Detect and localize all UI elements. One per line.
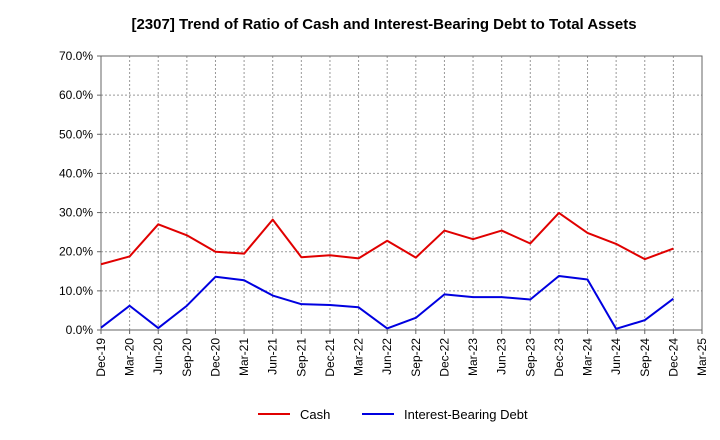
x-tick-label: Mar-22 (352, 338, 366, 376)
series-line-cash (100, 211, 674, 266)
x-tick-label: Jun-20 (151, 338, 165, 375)
y-tick-label: 10.0% (59, 284, 93, 298)
y-tick-label: 0.0% (66, 323, 94, 337)
series-lines (100, 211, 674, 330)
x-tick-label: Dec-23 (552, 338, 566, 377)
x-tick-label: Sep-20 (180, 338, 194, 377)
x-tick-label: Sep-23 (523, 338, 537, 377)
y-tick-label: 70.0% (59, 49, 93, 63)
x-tick-label: Mar-23 (466, 338, 480, 376)
legend-label-interest-bearing-debt: Interest-Bearing Debt (404, 407, 528, 422)
x-tick-label: Dec-19 (94, 338, 108, 377)
x-tick-label: Sep-21 (294, 338, 308, 377)
y-tick-label: 50.0% (59, 127, 93, 141)
x-tick-label: Sep-24 (638, 338, 652, 377)
x-tick-label: Mar-24 (581, 338, 595, 376)
series-line-interest-bearing-debt (100, 274, 674, 330)
y-tick-label: 30.0% (59, 206, 93, 220)
x-tick-label: Dec-20 (208, 338, 222, 377)
x-tick-label: Jun-22 (380, 338, 394, 375)
legend-label-cash: Cash (300, 407, 330, 422)
x-tick-label: Dec-22 (437, 338, 451, 377)
chart-title: [2307] Trend of Ratio of Cash and Intere… (131, 16, 636, 33)
x-tick-label: Mar-20 (123, 338, 137, 376)
grid-lines (101, 56, 702, 330)
y-tick-label: 40.0% (59, 166, 93, 180)
plot-border (100, 55, 703, 331)
y-tick-label: 60.0% (59, 88, 93, 102)
x-tick-label: Mar-25 (695, 338, 709, 376)
axes: 0.0% 10.0% 20.0% 30.0% 40.0% 50.0% 60.0% 70.0% D… (59, 49, 709, 377)
x-tick-label: Dec-21 (323, 338, 337, 377)
x-tick-label: Mar-21 (237, 338, 251, 376)
x-tick-label: Dec-24 (666, 338, 680, 377)
y-tick-label: 20.0% (59, 245, 93, 259)
x-tick-label: Jun-24 (609, 338, 623, 375)
plot-area (101, 56, 702, 330)
x-tick-label: Jun-23 (495, 338, 509, 375)
legend: Cash Interest-Bearing Debt (258, 407, 528, 422)
x-tick-label: Jun-21 (266, 338, 280, 375)
x-tick-label: Sep-22 (409, 338, 423, 377)
